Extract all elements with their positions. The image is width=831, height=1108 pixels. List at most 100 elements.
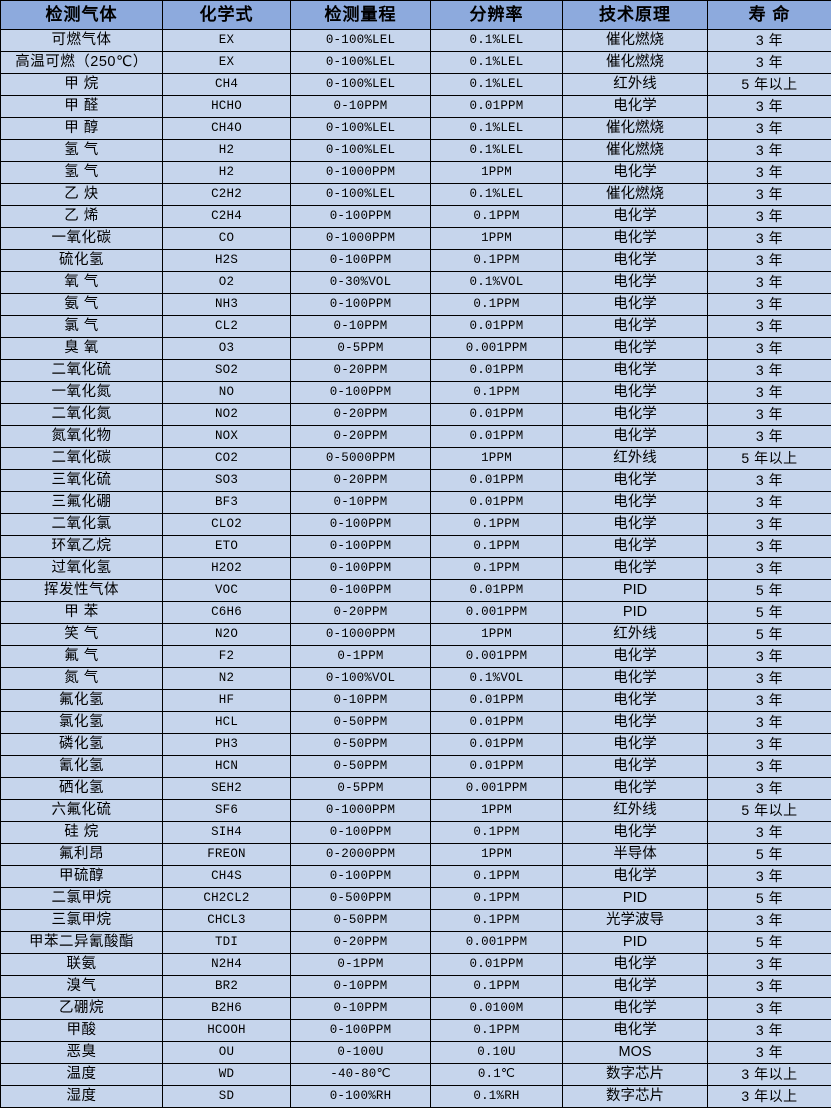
cell-resolution: 0.1PPM bbox=[431, 514, 563, 536]
cell-principle: 电化学 bbox=[563, 976, 708, 998]
cell-formula: CH4S bbox=[163, 866, 291, 888]
cell-name: 二氯甲烷 bbox=[1, 888, 163, 910]
cell-principle: 电化学 bbox=[563, 778, 708, 800]
cell-formula: CO bbox=[163, 228, 291, 250]
cell-resolution: 0.01PPM bbox=[431, 404, 563, 426]
cell-life: 5 年 bbox=[708, 888, 831, 910]
cell-resolution: 0.1%VOL bbox=[431, 668, 563, 690]
cell-formula: C6H6 bbox=[163, 602, 291, 624]
cell-range: 0-50PPM bbox=[291, 910, 431, 932]
cell-range: 0-100PPM bbox=[291, 382, 431, 404]
cell-formula: OU bbox=[163, 1042, 291, 1064]
cell-resolution: 0.01PPM bbox=[431, 426, 563, 448]
cell-name: 环氧乙烷 bbox=[1, 536, 163, 558]
cell-resolution: 0.1%LEL bbox=[431, 140, 563, 162]
cell-resolution: 0.1PPM bbox=[431, 976, 563, 998]
cell-principle: 电化学 bbox=[563, 382, 708, 404]
table-header: 检测气体 化学式 检测量程 分辨率 技术原理 寿 命 bbox=[1, 1, 831, 30]
cell-life: 3 年 bbox=[708, 118, 831, 140]
cell-resolution: 0.1%LEL bbox=[431, 184, 563, 206]
cell-name: 挥发性气体 bbox=[1, 580, 163, 602]
column-header-resolution: 分辨率 bbox=[431, 1, 563, 30]
cell-resolution: 1PPM bbox=[431, 800, 563, 822]
cell-name: 氟 气 bbox=[1, 646, 163, 668]
cell-life: 3 年 bbox=[708, 646, 831, 668]
cell-life: 3 年 bbox=[708, 360, 831, 382]
cell-range: 0-100PPM bbox=[291, 514, 431, 536]
cell-life: 3 年 bbox=[708, 822, 831, 844]
cell-range: 0-100%VOL bbox=[291, 668, 431, 690]
cell-principle: PID bbox=[563, 888, 708, 910]
cell-name: 联氨 bbox=[1, 954, 163, 976]
cell-formula: SD bbox=[163, 1086, 291, 1108]
cell-range: 0-1000PPM bbox=[291, 162, 431, 184]
cell-formula: HF bbox=[163, 690, 291, 712]
cell-name: 二氧化硫 bbox=[1, 360, 163, 382]
cell-range: 0-50PPM bbox=[291, 756, 431, 778]
cell-principle: 电化学 bbox=[563, 426, 708, 448]
cell-range: 0-20PPM bbox=[291, 360, 431, 382]
cell-life: 5 年以上 bbox=[708, 74, 831, 96]
cell-principle: 催化燃烧 bbox=[563, 118, 708, 140]
cell-life: 5 年 bbox=[708, 844, 831, 866]
cell-principle: 电化学 bbox=[563, 470, 708, 492]
cell-range: 0-10PPM bbox=[291, 96, 431, 118]
cell-formula: BR2 bbox=[163, 976, 291, 998]
cell-resolution: 0.01PPM bbox=[431, 96, 563, 118]
cell-name: 氮 气 bbox=[1, 668, 163, 690]
cell-life: 3 年 bbox=[708, 184, 831, 206]
column-header-principle: 技术原理 bbox=[563, 1, 708, 30]
cell-range: 0-20PPM bbox=[291, 426, 431, 448]
cell-principle: 电化学 bbox=[563, 998, 708, 1020]
cell-name: 甲苯二异氰酸酯 bbox=[1, 932, 163, 954]
cell-name: 可燃气体 bbox=[1, 30, 163, 52]
cell-resolution: 0.1PPM bbox=[431, 294, 563, 316]
cell-principle: 电化学 bbox=[563, 1020, 708, 1042]
cell-life: 3 年 bbox=[708, 1020, 831, 1042]
cell-formula: CL2 bbox=[163, 316, 291, 338]
cell-name: 甲 醛 bbox=[1, 96, 163, 118]
cell-formula: HCN bbox=[163, 756, 291, 778]
cell-principle: 催化燃烧 bbox=[563, 30, 708, 52]
column-header-range: 检测量程 bbox=[291, 1, 431, 30]
cell-name: 乙 烯 bbox=[1, 206, 163, 228]
cell-formula: HCHO bbox=[163, 96, 291, 118]
cell-formula: H2S bbox=[163, 250, 291, 272]
cell-life: 3 年 bbox=[708, 382, 831, 404]
cell-principle: 电化学 bbox=[563, 734, 708, 756]
cell-principle: 电化学 bbox=[563, 316, 708, 338]
cell-principle: 电化学 bbox=[563, 668, 708, 690]
cell-resolution: 0.01PPM bbox=[431, 690, 563, 712]
cell-range: 0-100%LEL bbox=[291, 140, 431, 162]
cell-range: 0-1000PPM bbox=[291, 228, 431, 250]
cell-name: 甲酸 bbox=[1, 1020, 163, 1042]
cell-formula: O2 bbox=[163, 272, 291, 294]
cell-formula: N2 bbox=[163, 668, 291, 690]
cell-formula: EX bbox=[163, 30, 291, 52]
column-header-life: 寿 命 bbox=[708, 1, 831, 30]
cell-name: 笑 气 bbox=[1, 624, 163, 646]
cell-principle: 电化学 bbox=[563, 404, 708, 426]
cell-range: 0-100PPM bbox=[291, 206, 431, 228]
cell-formula: C2H2 bbox=[163, 184, 291, 206]
cell-name: 一氧化碳 bbox=[1, 228, 163, 250]
cell-resolution: 1PPM bbox=[431, 844, 563, 866]
cell-life: 3 年 bbox=[708, 426, 831, 448]
cell-formula: NO bbox=[163, 382, 291, 404]
